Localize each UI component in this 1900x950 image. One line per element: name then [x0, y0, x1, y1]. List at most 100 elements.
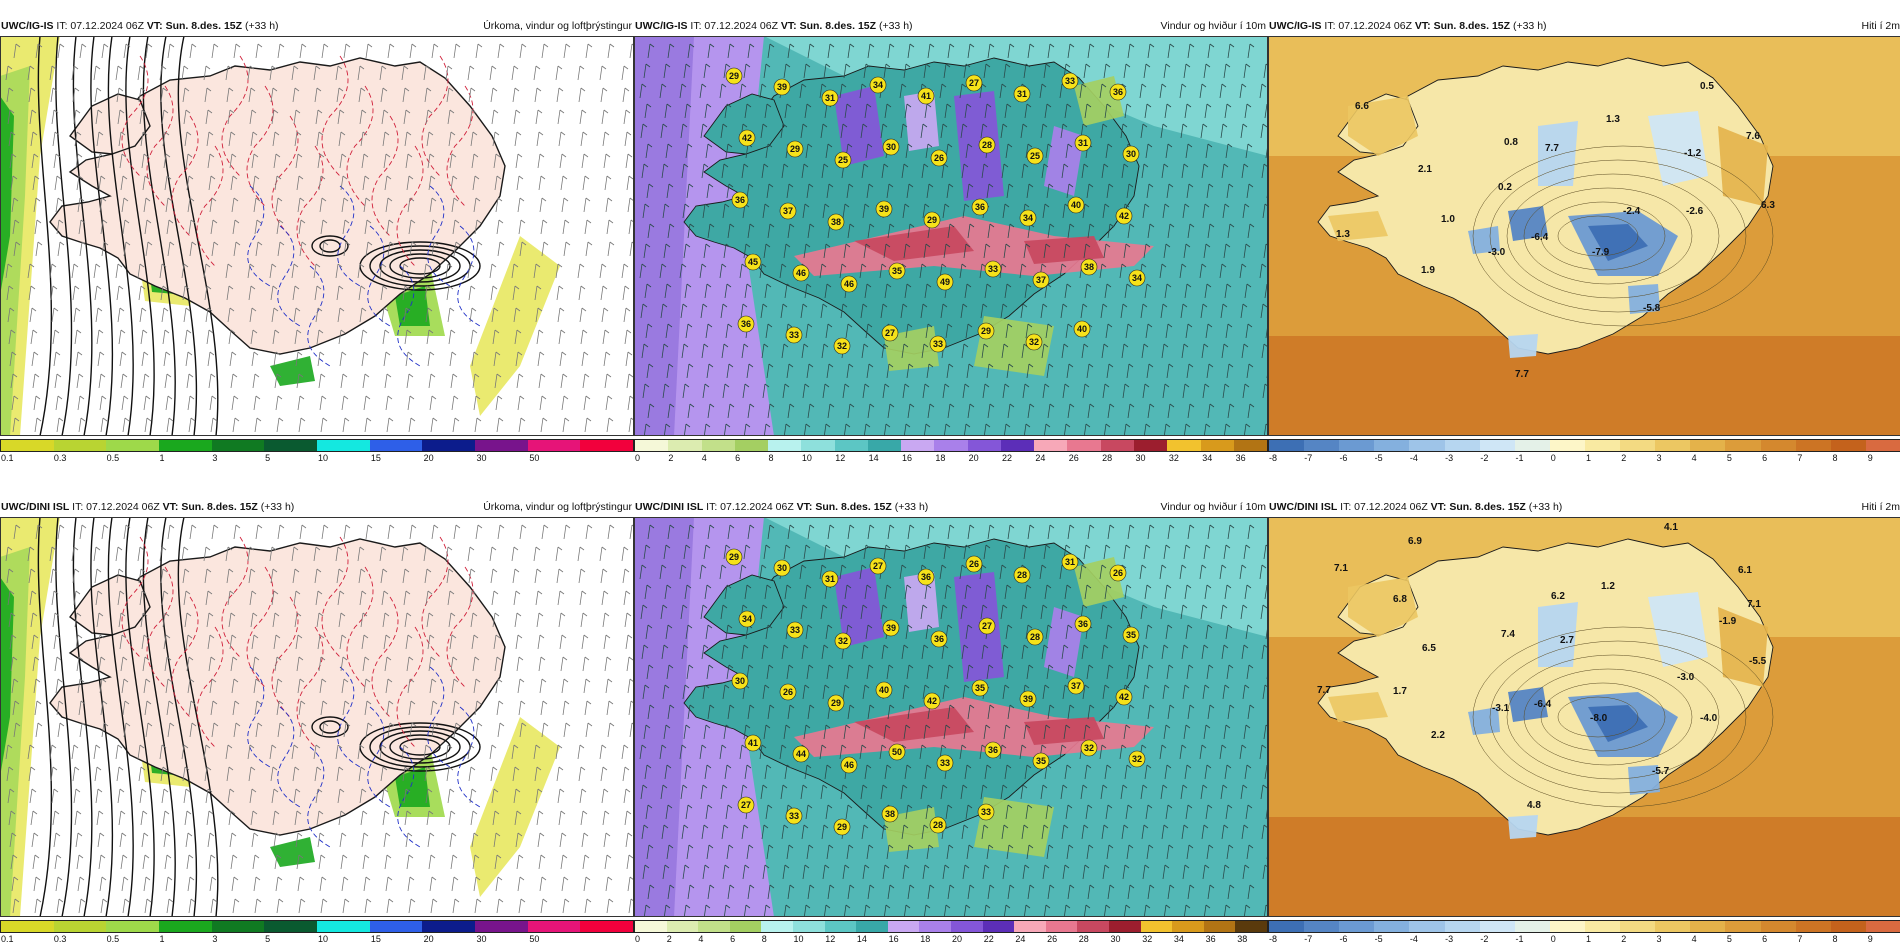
color-scale-swatch — [53, 440, 107, 451]
valid-time-label: VT: — [780, 20, 797, 32]
model-name: UWC/DINI ISL — [1, 501, 70, 513]
color-scale-swatch — [1100, 440, 1134, 451]
wind-speed-label: 34 — [873, 80, 883, 90]
wind-speed-label: 40 — [879, 685, 889, 695]
wind-speed-label: 38 — [831, 217, 841, 227]
scale-tick-label: 36 — [1235, 453, 1246, 463]
wind-speed-label: 35 — [975, 683, 985, 693]
wind-label-marker — [875, 200, 893, 218]
scale-tick-label: 7 — [1797, 934, 1803, 944]
scale-tick-label: 16 — [888, 934, 899, 944]
color-scale-swatch — [1269, 440, 1305, 451]
wind-labels: 29 30 31 27 36 26 28 31 26 34 33 32 39 36 27 28 36 35 30 26… — [725, 548, 1146, 836]
wind-label-marker — [971, 198, 989, 216]
model-name: UWC/DINI ISL — [1269, 501, 1338, 513]
wind-label-marker — [786, 140, 804, 158]
wind-speed-label: 36 — [1113, 87, 1123, 97]
valid-time: Sun. 8.des. 15Z — [799, 20, 877, 32]
color-scale-swatch — [668, 440, 702, 451]
scale-tick-label: 30 — [476, 934, 487, 944]
scale-tick-label: 32 — [1142, 934, 1153, 944]
wind-label-marker — [1026, 147, 1044, 165]
scale-tick-label: 5 — [1726, 453, 1732, 463]
panel-precip-ig: UWC/IG-IS IT: 07.12.2024 06Z VT: Sun. 8.… — [0, 16, 634, 464]
scale-tick-label: 2 — [668, 453, 674, 463]
color-scale-swatch — [1655, 921, 1691, 932]
scale-tick-label: -5 — [1374, 934, 1383, 944]
panel-title: Hiti í 2m — [1861, 501, 1900, 513]
wind-speed-label: 33 — [933, 339, 943, 349]
init-time: IT: 07.12.2024 06Z — [1340, 501, 1428, 513]
wind-speed-label: 44 — [796, 749, 806, 759]
wind-label-marker — [737, 796, 755, 814]
scale-tick-label: 1 — [1586, 453, 1592, 463]
panel-temp-dini: UWC/DINI ISL IT: 07.12.2024 06Z VT: Sun.… — [1268, 497, 1900, 945]
scale-tick-label: 10 — [318, 934, 329, 944]
color-scale-swatch — [1034, 440, 1068, 451]
model-name: UWC/IG-IS — [635, 20, 688, 32]
wind-label-marker — [1122, 145, 1140, 163]
map-canvas — [0, 36, 634, 436]
color-scale-swatch — [317, 921, 370, 932]
wind-speed-label: 40 — [1077, 324, 1087, 334]
scale-tick-label: 6 — [1762, 453, 1768, 463]
model-name: UWC/IG-IS — [1, 20, 54, 32]
temperature-label: 6.2 — [1551, 591, 1565, 602]
wind-speed-label: 42 — [742, 133, 752, 143]
westfjords-landmass — [703, 93, 785, 155]
scale-tick-label: 3 — [212, 453, 218, 463]
scale-tick-label: 20 — [952, 934, 963, 944]
map-area: 29 39 31 34 41 27 31 33 36 42 29 25 30 26 28 25 31 30 36 37… — [634, 36, 1268, 436]
wind-label-marker — [984, 741, 1002, 759]
color-scale-swatch — [159, 440, 212, 451]
wind-label-marker — [1073, 320, 1091, 338]
scale-tick-label: -3 — [1445, 934, 1454, 944]
color-scale-swatch — [1304, 921, 1340, 932]
temperature-label: 6.6 — [1355, 101, 1369, 112]
scale-tick-label: 20 — [423, 934, 434, 944]
color-scale-swatch — [635, 440, 669, 451]
wind-speed-label: 32 — [1132, 754, 1142, 764]
wind-label-marker — [725, 67, 743, 85]
scale-tick-label: 7 — [1797, 453, 1803, 463]
color-scale-swatch — [1140, 921, 1173, 932]
wind-label-marker — [821, 89, 839, 107]
scale-tick-label: 12 — [835, 453, 846, 463]
scale-tick-label: 8 — [1832, 934, 1838, 944]
wind-label-marker — [785, 807, 803, 825]
temperature-label: 0.5 — [1700, 81, 1714, 92]
color-scale-swatch — [1620, 440, 1656, 451]
valid-time-label: VT: — [1414, 20, 1431, 32]
wind-speed-label: 36 — [735, 195, 745, 205]
wind-label-marker — [881, 805, 899, 823]
wind-speed-label: 31 — [1065, 557, 1075, 567]
lead-time: (+33 h) — [878, 20, 913, 32]
color-scale-swatch — [761, 921, 793, 932]
wind-speed-label: 41 — [748, 738, 758, 748]
temperature-label: 6.3 — [1761, 200, 1775, 211]
scale-tick-label: 4 — [698, 934, 704, 944]
map-canvas: 29 39 31 34 41 27 31 33 36 42 29 25 30 26 28 25 31 30 36 37… — [634, 36, 1268, 436]
scale-tick-label: -8 — [1269, 453, 1278, 463]
wind-speed-label: 38 — [1084, 262, 1094, 272]
wind-speed-label: 33 — [789, 330, 799, 340]
scale-tick-label: 14 — [868, 453, 879, 463]
temperature-label: 1.9 — [1421, 265, 1435, 276]
scale-tick-label: 34 — [1202, 453, 1213, 463]
wind-speed-label: 36 — [741, 319, 751, 329]
color-scale: -8 -7 -6 -5 -4 -3 -2 -1 0 1 2 3 4 5 6 7 8 9 — [1268, 436, 1900, 463]
color-scale-swatch — [475, 440, 528, 451]
wind-label-marker — [1019, 209, 1037, 227]
map-area — [0, 36, 634, 436]
color-scale-bar — [634, 439, 1268, 452]
scale-tick-label: -7 — [1304, 453, 1313, 463]
dashed-contours-blue — [247, 185, 481, 367]
scale-tick-label: 22 — [983, 934, 994, 944]
wind-label-marker — [833, 818, 851, 836]
wind-label-marker — [737, 315, 755, 333]
scale-tick-label: 24 — [1015, 934, 1026, 944]
color-scale-swatch — [1760, 440, 1796, 451]
wind-speed-label: 33 — [940, 758, 950, 768]
color-scale-swatch — [834, 440, 868, 451]
scale-tick-label: 1 — [159, 934, 165, 944]
